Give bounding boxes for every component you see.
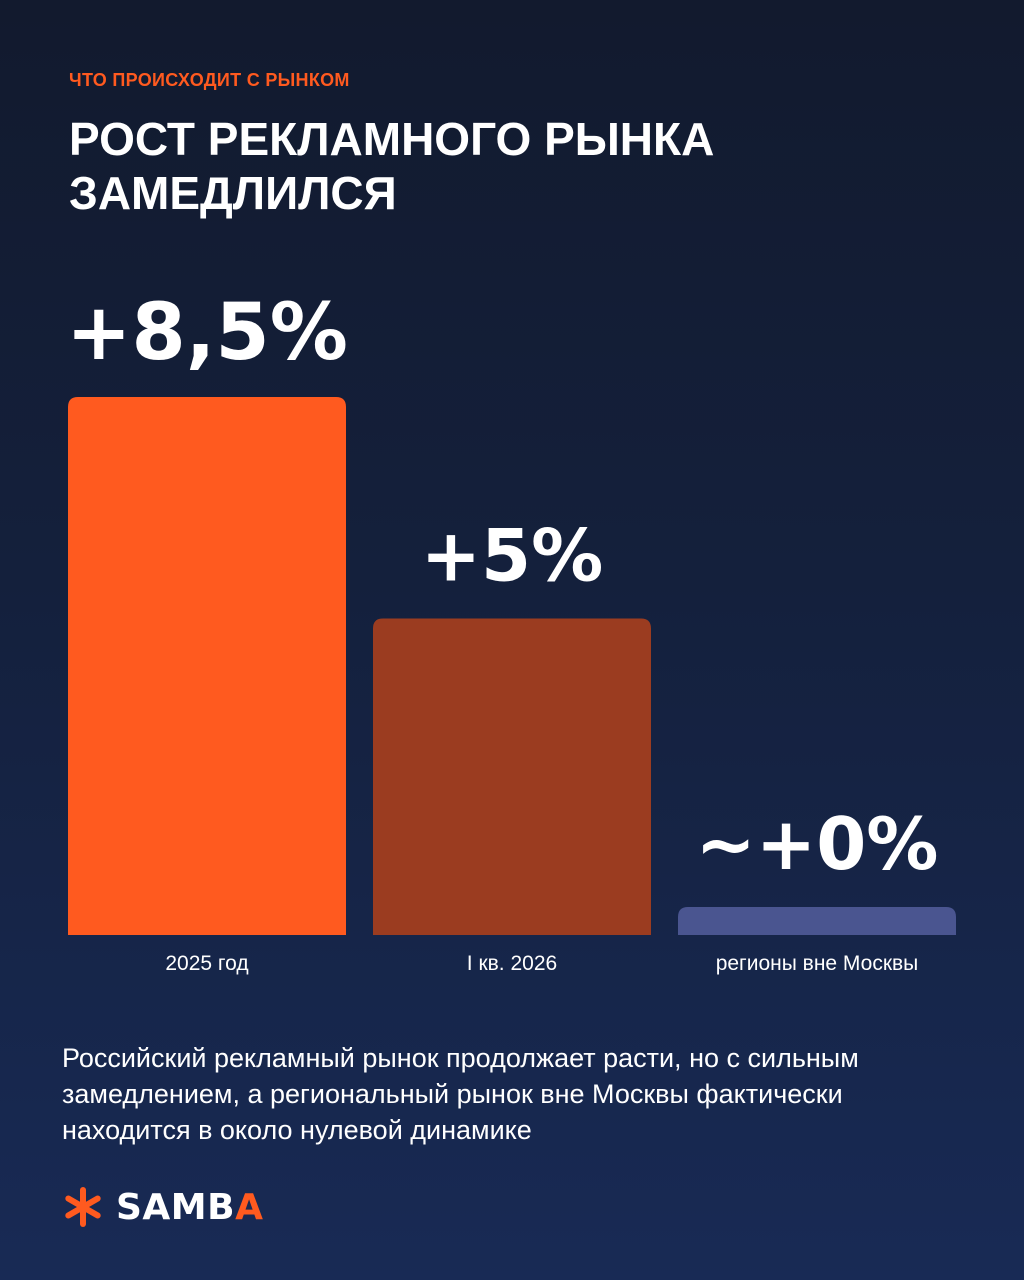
bar-chart: +8,5% 2025 год +5% I кв. 2026 ~+0% регионы вн… <box>66 288 956 975</box>
category-label-1: 2025 год <box>165 952 248 975</box>
logo-wordmark-accent: A <box>235 1186 264 1228</box>
bar-chart-svg: +8,5% 2025 год +5% I кв. 2026 ~+0% регионы вн… <box>66 288 956 975</box>
eyebrow-label: ЧТО ПРОИСХОДИТ С РЫНКОМ <box>69 70 350 90</box>
bar-value-label-1: +8,5% <box>66 288 348 378</box>
logo-wordmark: SAMBA <box>116 1187 263 1228</box>
description-text: Российский рекламный рынок продолжает ра… <box>62 1043 859 1145</box>
bar-value-label-3: ~+0% <box>696 802 939 886</box>
category-label-3: регионы вне Москвы <box>716 952 919 975</box>
category-label-2: I кв. 2026 <box>467 952 557 975</box>
page-title: РОСТ РЕКЛАМНОГО РЫНКА ЗАМЕДЛИЛСЯ <box>69 113 715 219</box>
bar-2 <box>373 618 651 935</box>
samba-logo: SAMBA <box>62 1186 263 1228</box>
bar-value-label-2: +5% <box>421 514 604 598</box>
logo-wordmark-main: SAMB <box>116 1186 236 1228</box>
bar-3 <box>678 907 956 935</box>
bar-1 <box>68 397 346 935</box>
asterisk-icon <box>65 1187 101 1227</box>
